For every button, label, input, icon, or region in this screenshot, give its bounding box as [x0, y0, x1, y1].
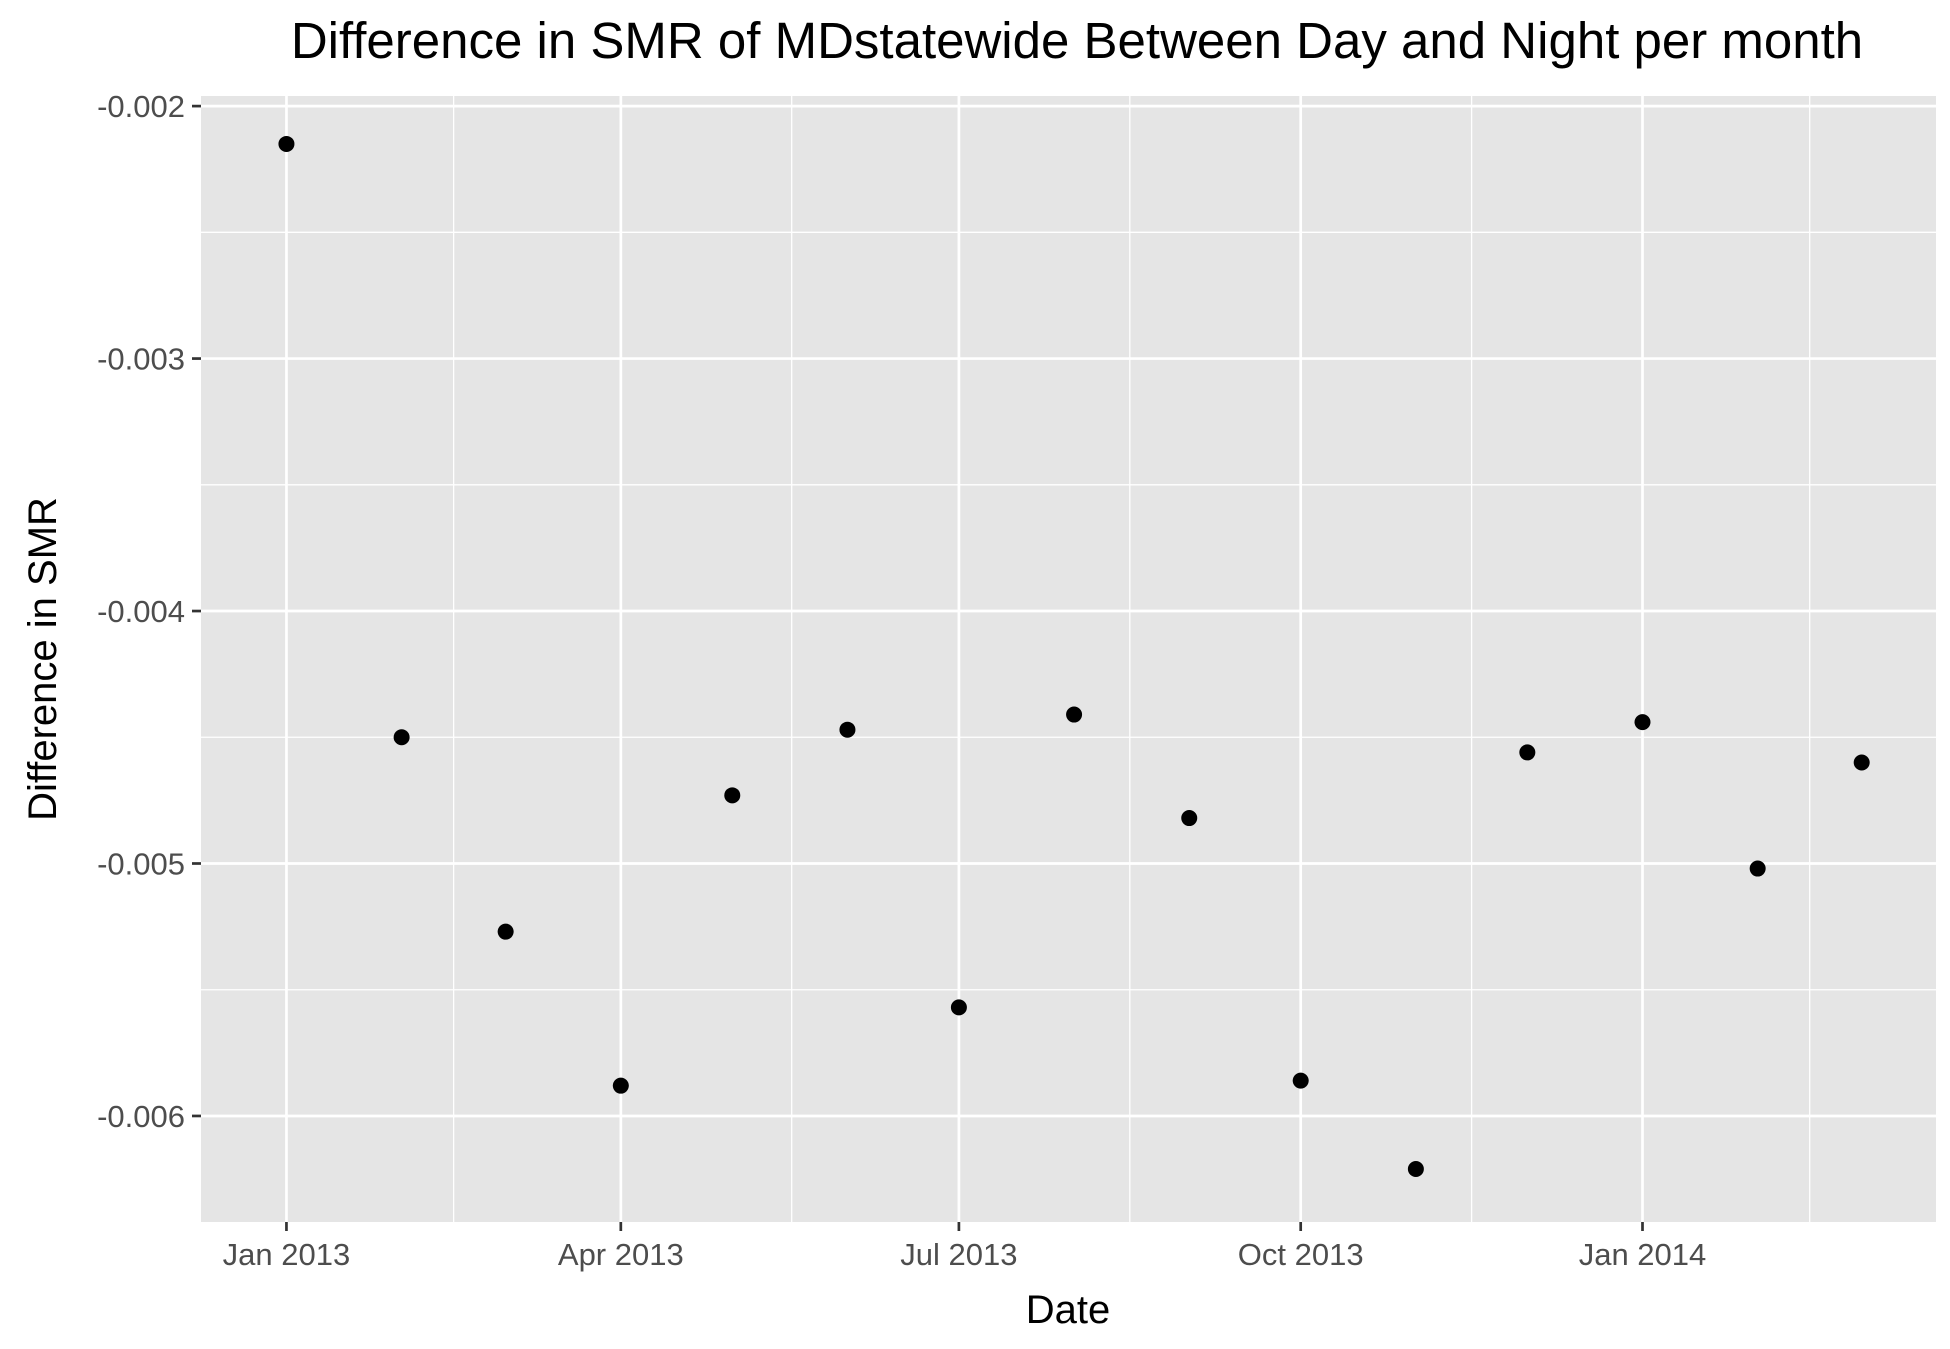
- x-tick-label: Oct 2013: [1238, 1237, 1364, 1272]
- data-point: [393, 729, 410, 746]
- x-tick-label: Jan 2013: [223, 1237, 351, 1272]
- data-point: [1519, 744, 1536, 761]
- x-axis: Jan 2013 Apr 2013 Jul 2013 Oct 2013 Jan 2014: [223, 1222, 1707, 1272]
- y-tick-label: -0.006: [97, 1099, 185, 1134]
- data-point: [950, 999, 967, 1016]
- y-axis-title: Difference in SMR: [21, 497, 65, 821]
- data-point: [1634, 714, 1651, 731]
- y-tick-label: -0.005: [97, 846, 185, 881]
- chart-title: Difference in SMR of MDstatewide Between…: [291, 12, 1863, 69]
- data-point: [724, 787, 741, 804]
- x-tick-label: Jan 2014: [1579, 1237, 1707, 1272]
- data-point: [497, 923, 514, 940]
- data-point: [278, 135, 295, 152]
- data-point: [1066, 706, 1083, 723]
- y-tick-label: -0.004: [97, 594, 185, 629]
- data-point: [612, 1077, 629, 1094]
- y-tick-label: -0.002: [97, 89, 185, 124]
- x-tick-label: Jul 2013: [900, 1237, 1017, 1272]
- data-point: [1749, 860, 1766, 877]
- data-point: [1853, 754, 1870, 771]
- x-axis-title: Date: [1026, 1288, 1111, 1332]
- x-tick-label: Apr 2013: [558, 1237, 684, 1272]
- y-axis: -0.002 -0.003 -0.004 -0.005 -0.006: [97, 89, 201, 1134]
- data-point: [1181, 810, 1198, 827]
- major-grid: [201, 96, 1936, 1222]
- minor-grid: [201, 96, 1936, 1222]
- plot-panel: [201, 96, 1936, 1222]
- data-point: [839, 721, 856, 738]
- y-tick-label: -0.003: [97, 342, 185, 377]
- data-point: [1407, 1160, 1424, 1177]
- data-points: [278, 135, 1870, 1177]
- data-point: [1292, 1072, 1309, 1089]
